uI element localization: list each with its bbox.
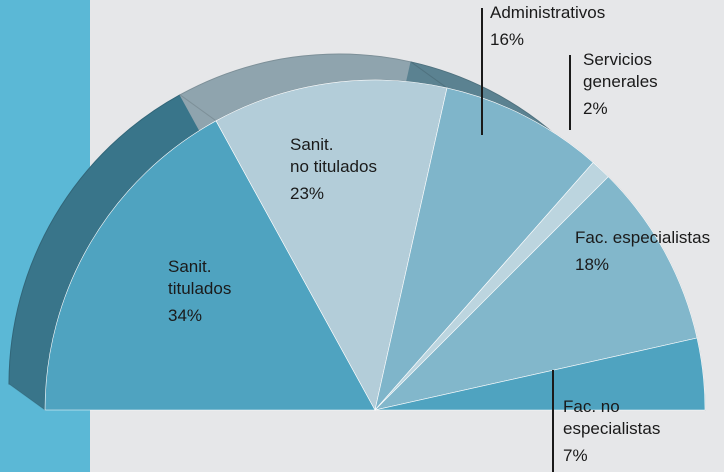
category-label: Servicios (583, 50, 652, 69)
wedge (215, 79, 448, 411)
slice-label: Fac. especialistas 18% (575, 228, 710, 274)
value-label: 7% (563, 446, 588, 465)
wedge (374, 176, 698, 411)
slice-label: Administrativos 16% (490, 3, 605, 49)
slice-label: Fac. no especialistas 7% (563, 397, 660, 465)
category-label: no titulados (290, 157, 377, 176)
slice-label: Sanit. no titulados 23% (290, 135, 377, 203)
category-label: especialistas (563, 419, 660, 438)
slice-label: Servicios generales 2% (583, 50, 658, 118)
category-label: generales (583, 72, 658, 91)
slice-label: Sanit. titulados 34% (168, 257, 231, 325)
wedge (374, 87, 594, 411)
category-label: Fac. especialistas (575, 228, 710, 247)
category-label: Sanit. (290, 135, 333, 154)
value-label: 23% (290, 184, 324, 203)
pie (44, 79, 706, 411)
value-label: 2% (583, 99, 608, 118)
wedge (44, 120, 376, 411)
value-label: 34% (168, 306, 202, 325)
wedge (374, 337, 706, 411)
category-label: Administrativos (490, 3, 605, 22)
labels: Sanit. titulados 34% Sanit. no titulados 23% A… (168, 3, 710, 465)
category-label: titulados (168, 279, 231, 298)
category-label: Sanit. (168, 257, 211, 276)
value-label: 18% (575, 255, 609, 274)
value-label: 16% (490, 30, 524, 49)
leader-lines (481, 8, 571, 472)
category-label: Fac. no (563, 397, 620, 416)
